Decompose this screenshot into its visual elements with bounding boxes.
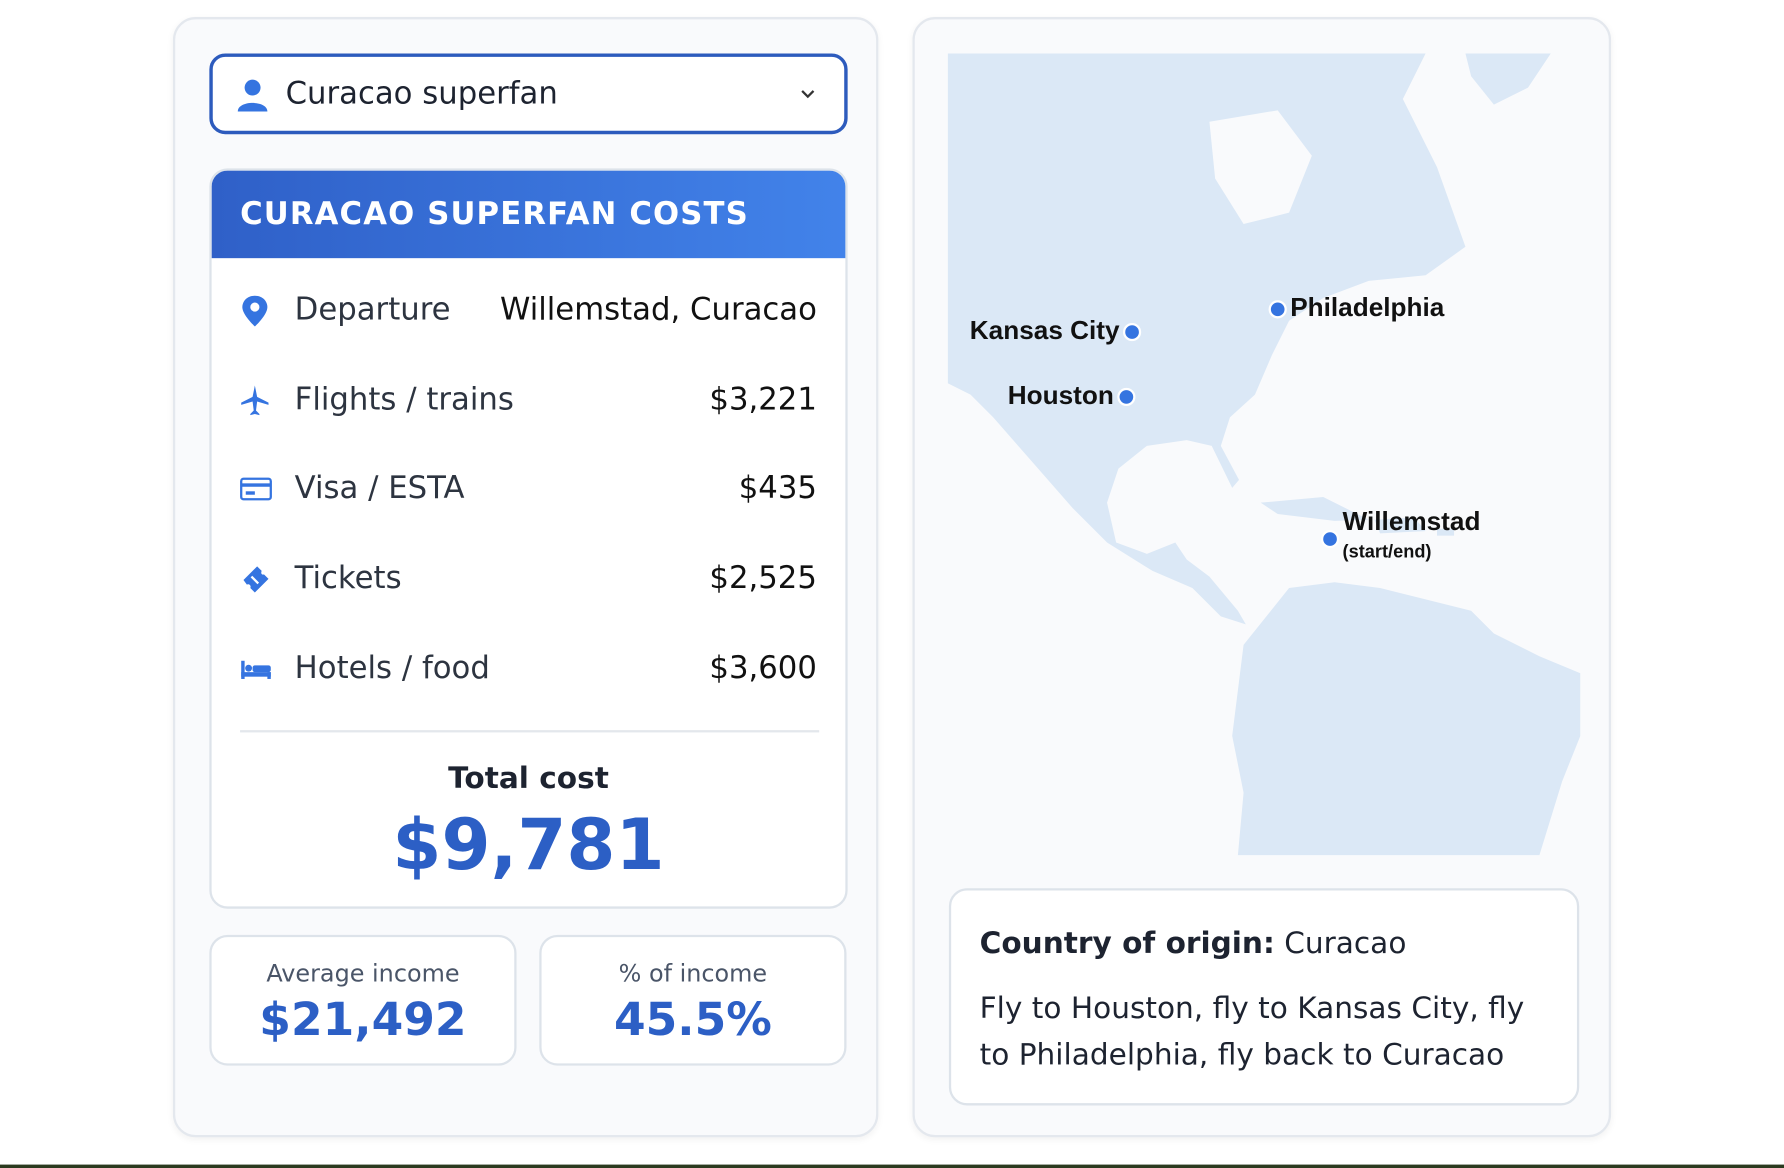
costs-panel: CURACAO SUPERFAN COSTS Total cost $9,781… (209, 168, 848, 909)
stat-value: 45.5% (613, 993, 772, 1047)
land (947, 53, 1581, 856)
percent-card: % of income 45.5% (539, 934, 847, 1066)
row-label: Flights / trains (294, 382, 514, 418)
city-dot (1122, 322, 1142, 342)
stat-label: % of income (618, 959, 768, 988)
costs-header: CURACAO SUPERFAN COSTS (211, 170, 846, 259)
cost-row: Departure Willemstad, Curacao (212, 288, 846, 333)
total-value: $9,781 (392, 802, 665, 886)
cost-row: Tickets $2,525 (212, 556, 846, 601)
map: Kansas City Philadelphia Houston Willemstad… (947, 53, 1581, 856)
row-label: Visa / ESTA (294, 470, 465, 507)
divider (240, 730, 820, 733)
cost-row: Hotels / food $3,600 (212, 646, 846, 691)
stat-value: $21,492 (259, 993, 467, 1047)
city-label: Willemstad (1343, 506, 1481, 536)
origin-label: Country of origin: (979, 926, 1275, 962)
user-icon (237, 79, 268, 112)
map-card: Kansas City Philadelphia Houston Willemstad… (912, 17, 1612, 1138)
route-text: Fly to Houston, fly to Kansas City, fly … (979, 991, 1525, 1073)
row-label: Departure (294, 292, 451, 328)
total-label: Total cost (448, 761, 609, 797)
hudson-bay (1209, 110, 1312, 225)
bottom-edge (0, 1164, 1784, 1168)
cost-row: Flights / trains $3,221 (212, 378, 846, 423)
profile-dropdown[interactable]: Curacao superfan (209, 53, 848, 135)
city-label: Houston (1008, 380, 1114, 410)
row-icon (242, 295, 268, 327)
row-value: $2,525 (709, 560, 817, 596)
city-label: Philadelphia (1290, 292, 1445, 322)
stat-label: Average income (266, 959, 460, 988)
row-icon (240, 477, 272, 501)
income-card: Average income $21,492 (209, 934, 517, 1066)
info-box: Country of origin: Curacao Fly to Housto… (948, 888, 1580, 1106)
row-value: Willemstad, Curacao (499, 292, 817, 328)
row-icon (243, 566, 269, 593)
origin-value: Curacao (1284, 926, 1407, 962)
row-value: $3,221 (709, 382, 817, 418)
city-dot (1268, 300, 1287, 319)
row-value: $435 (738, 470, 817, 507)
cost-row: Visa / ESTA $435 (212, 466, 846, 511)
row-label: Tickets (294, 560, 402, 596)
city-note: (start/end) (1343, 542, 1432, 562)
dropdown-label: Curacao superfan (285, 76, 558, 112)
city-label: Kansas City (970, 315, 1120, 345)
chevron (801, 90, 815, 99)
costs-title: CURACAO SUPERFAN COSTS (240, 196, 749, 233)
row-label: Hotels / food (294, 650, 490, 686)
cost-card: Curacao superfan CURACAO SUPERFAN COSTS … (172, 17, 879, 1138)
row-value: $3,600 (709, 650, 817, 686)
city-dot (1117, 387, 1136, 407)
city-dot (1320, 529, 1340, 549)
row-icon (241, 660, 271, 679)
row-icon (241, 385, 269, 416)
origin-line: Country of origin: Curacao (980, 927, 1407, 961)
